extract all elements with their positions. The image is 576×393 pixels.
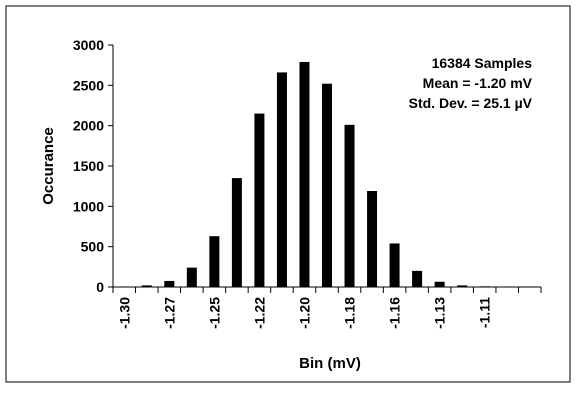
- x-tick-label: -1.30: [116, 297, 132, 329]
- x-tick-label: -1.27: [161, 297, 177, 329]
- histogram-bar: [435, 282, 445, 287]
- annotation-samples: 16384 Samples: [432, 55, 533, 71]
- histogram-bar: [390, 243, 400, 287]
- x-axis-title: Bin (mV): [299, 355, 361, 372]
- histogram-bar: [277, 72, 287, 287]
- annotation-mean: Mean = -1.20 mV: [423, 75, 533, 91]
- histogram-bar: [209, 236, 219, 287]
- y-tick-label: 500: [81, 239, 105, 255]
- histogram-bar: [322, 84, 332, 287]
- annotation-stddev: Std. Dev. = 25.1 µV: [409, 95, 533, 111]
- histogram-bar: [457, 285, 467, 287]
- y-tick-label: 0: [96, 279, 104, 295]
- x-tick-label: -1.16: [387, 297, 403, 329]
- x-tick-label: -1.20: [296, 297, 312, 329]
- y-tick-label: 1500: [73, 158, 104, 174]
- histogram-bar: [164, 281, 174, 287]
- x-tick-label: -1.18: [342, 297, 358, 329]
- x-tick-label: -1.13: [432, 297, 448, 329]
- x-tick-label: -1.11: [477, 297, 493, 328]
- histogram-bar: [480, 286, 490, 287]
- histogram-bar: [142, 285, 152, 287]
- y-tick-label: 1000: [73, 198, 104, 214]
- x-tick-label: -1.22: [251, 297, 267, 329]
- histogram-bar: [412, 271, 422, 287]
- histogram-bar: [187, 268, 197, 287]
- histogram-bar: [299, 62, 309, 287]
- y-axis-title: Occurance: [40, 127, 57, 205]
- histogram-bar: [345, 125, 355, 287]
- histogram-bar: [232, 178, 242, 287]
- y-tick-label: 2000: [73, 118, 104, 134]
- y-tick-label: 3000: [73, 37, 104, 53]
- x-tick-label: -1.25: [206, 297, 222, 329]
- histogram-bar: [367, 191, 377, 287]
- y-tick-label: 2500: [73, 77, 104, 93]
- histogram-bar: [254, 114, 264, 287]
